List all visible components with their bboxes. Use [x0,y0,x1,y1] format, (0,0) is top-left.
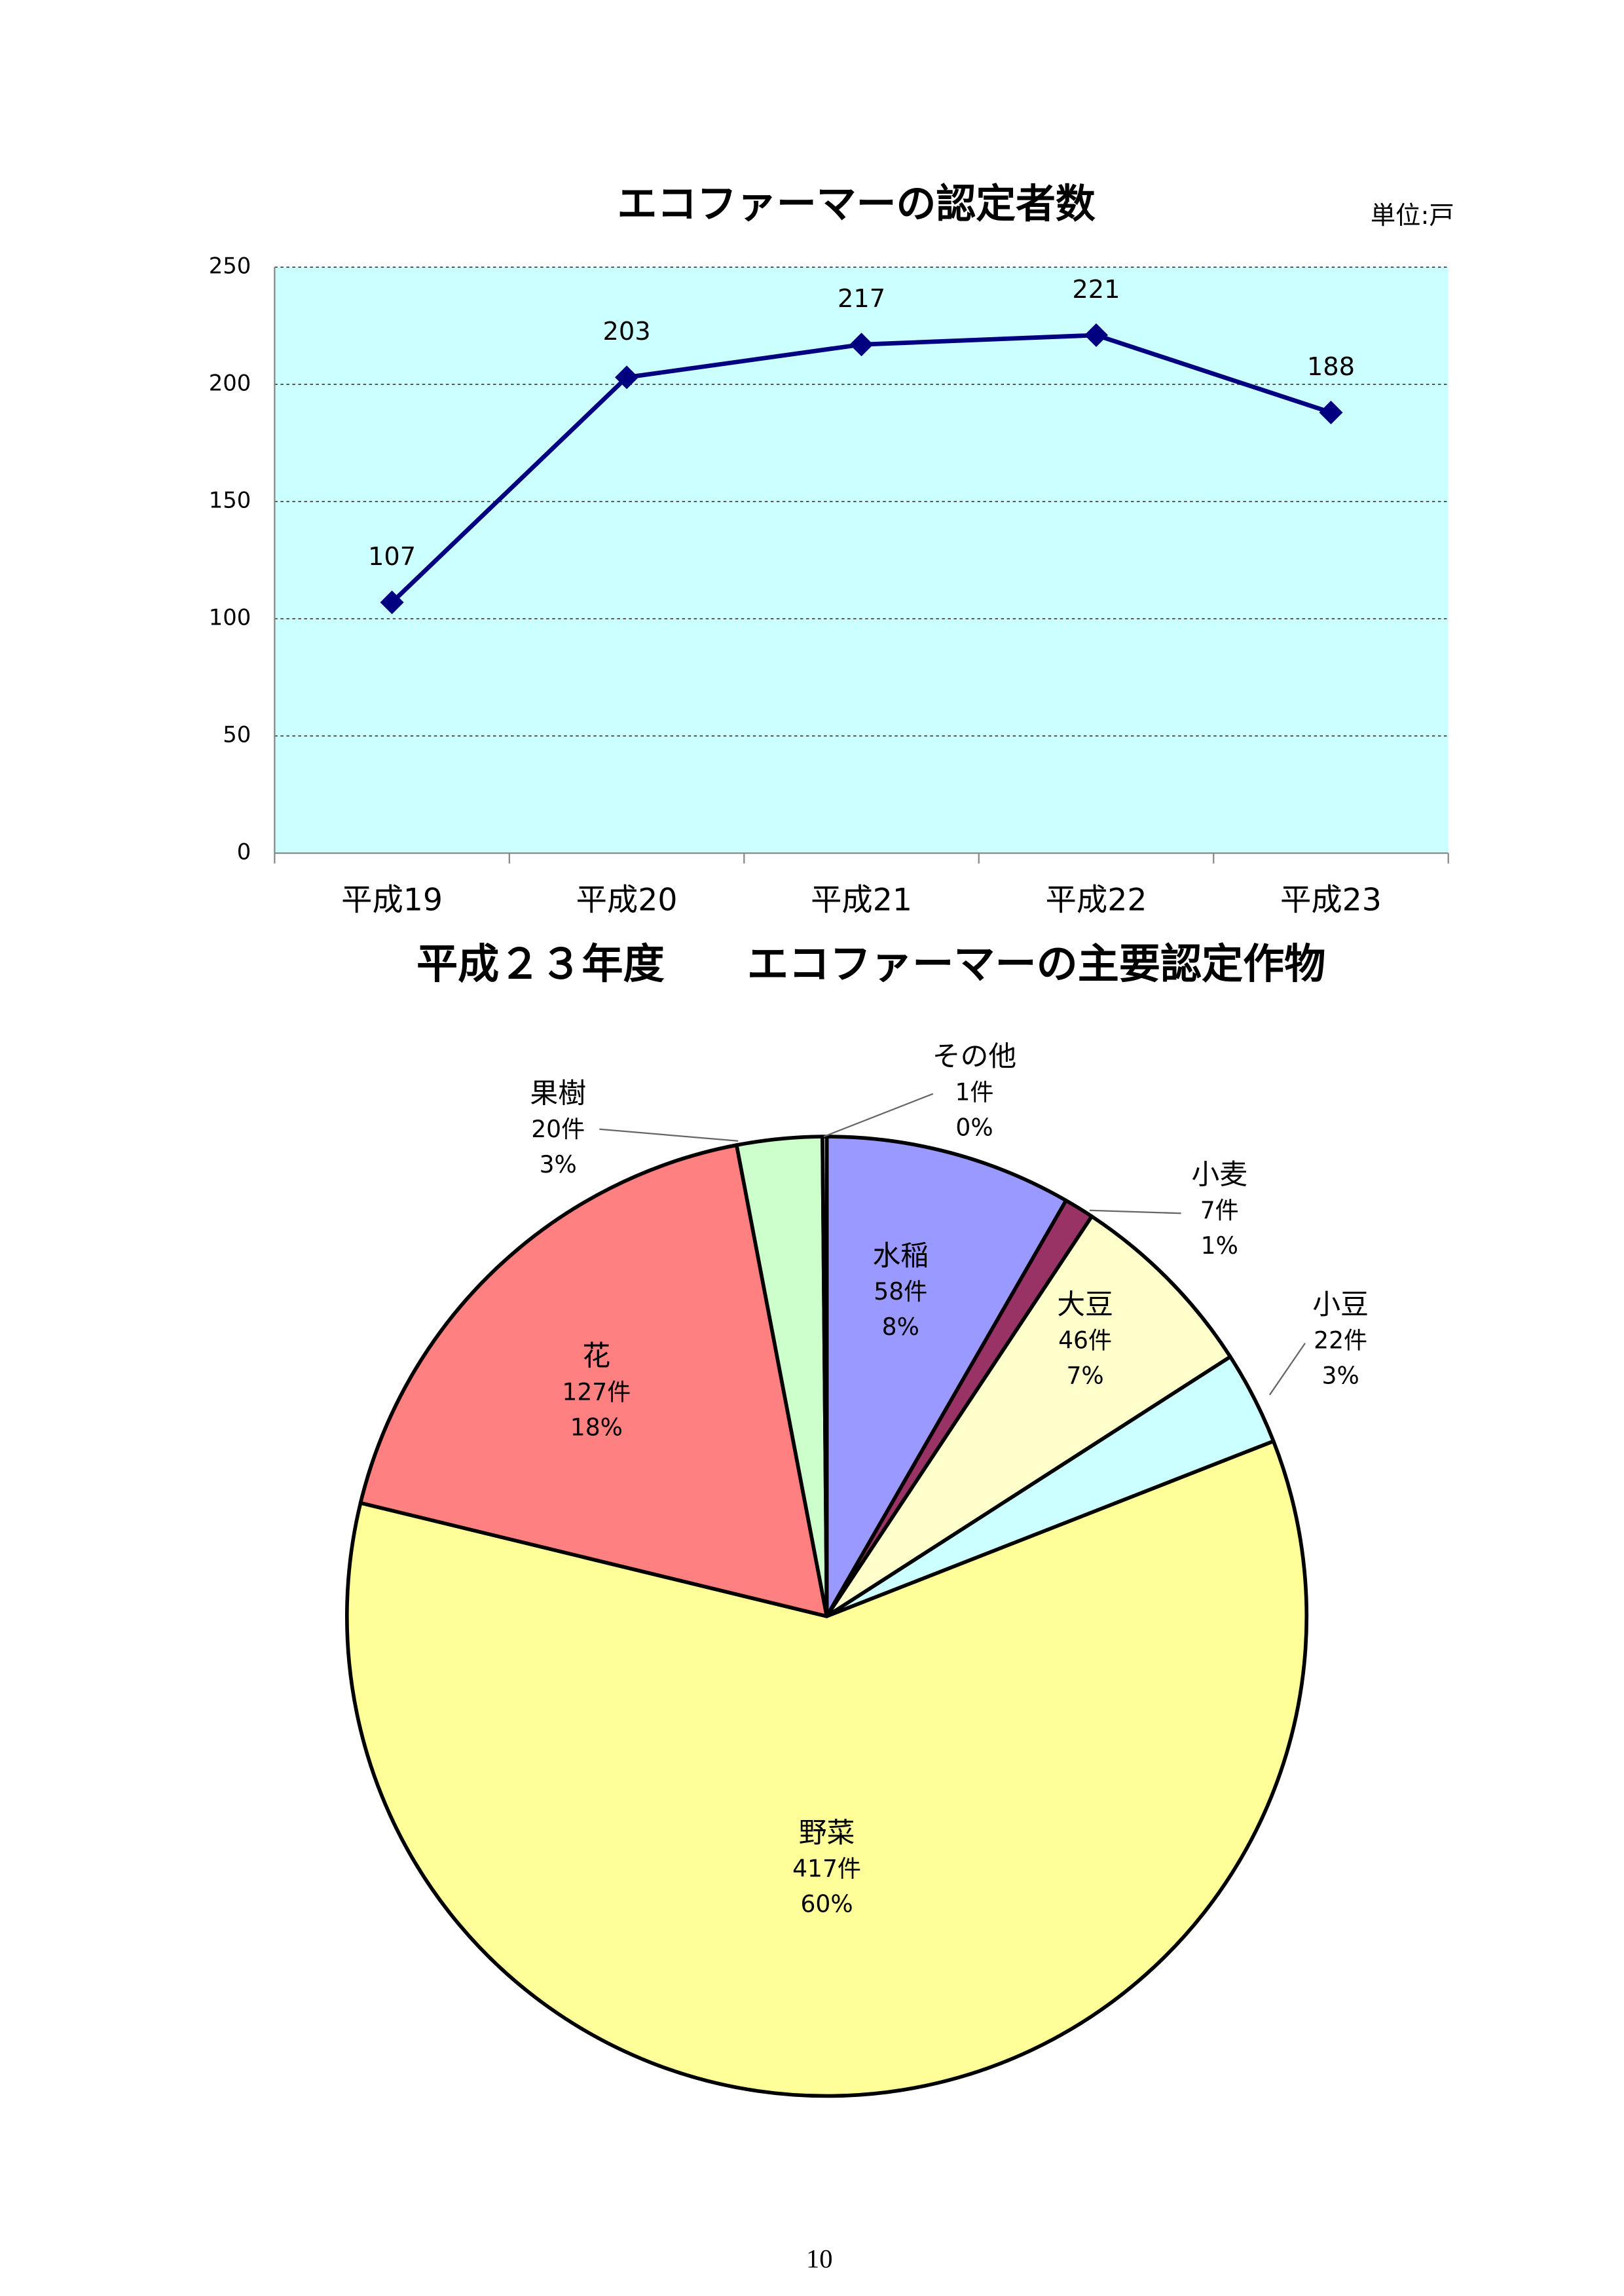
slice-percent-label: 18% [570,1413,623,1441]
slice-value-label: 20件 [531,1116,585,1143]
slice-label: その他 [932,1040,1016,1073]
pie-slice [824,1214,1232,1618]
slice-value-label: 7件 [1200,1197,1239,1224]
slice-value-label: 46件 [1058,1326,1112,1354]
data-point [1084,323,1109,347]
slice-label: 果樹 [530,1077,586,1110]
x-tick-label: 平成22 [1046,883,1147,919]
slice-percent-label: 60% [800,1891,853,1918]
y-tick-label: 50 [223,722,251,748]
slice-percent-label: 3% [540,1151,577,1178]
data-label: 107 [368,542,416,572]
data-point [380,591,404,615]
data-label: 203 [602,317,650,346]
pie-slice [824,1135,1068,1618]
slice-value-label: 22件 [1314,1326,1367,1354]
pie-slice [358,1143,829,1618]
slice-percent-label: 1% [1201,1232,1238,1260]
pie-slice [345,1439,1309,2098]
x-tick-label: 平成19 [341,883,443,919]
slice-value-label: 1件 [955,1079,993,1106]
y-tick-label: 200 [209,371,251,396]
chart-title: エコファーマーの認定者数 [617,181,1095,227]
leader-line [599,1128,739,1142]
page-number: 10 [806,2244,833,2273]
data-label: 217 [838,284,885,314]
y-tick-label: 150 [209,488,251,513]
slice-label: 水稲 [872,1239,929,1272]
x-tick-label: 平成23 [1280,883,1382,919]
y-tick-label: 0 [237,839,251,865]
x-tick-label: 平成21 [811,883,912,919]
data-point [615,365,639,390]
slice-percent-label: 7% [1066,1362,1103,1390]
slice-label: 大豆 [1057,1288,1113,1321]
data-label: 221 [1072,275,1120,304]
slice-percent-label: 0% [955,1114,993,1142]
y-tick-label: 250 [209,253,251,279]
x-tick-label: 平成20 [576,883,678,919]
slice-percent-label: 8% [882,1313,919,1341]
leader-line [823,1093,934,1138]
slice-label: 小麦 [1191,1158,1247,1191]
slice-value-label: 58件 [874,1278,927,1305]
slice-label: 野菜 [799,1817,855,1850]
slice-label: 小豆 [1312,1288,1369,1321]
leader-line [1089,1209,1181,1214]
unit-label: 単位:戸 [1371,201,1454,230]
chart-title: 平成２３年度 エコファーマーの主要認定作物 [416,939,1325,988]
data-point [1319,401,1343,425]
data-label: 188 [1307,352,1355,382]
slice-value-label: 417件 [792,1855,861,1883]
plot-area [274,267,1449,854]
slice-label: 花 [582,1340,610,1373]
y-tick-label: 100 [209,605,251,630]
slice-percent-label: 3% [1322,1362,1359,1390]
slice-value-label: 127件 [562,1378,631,1406]
leader-line [1268,1343,1306,1396]
